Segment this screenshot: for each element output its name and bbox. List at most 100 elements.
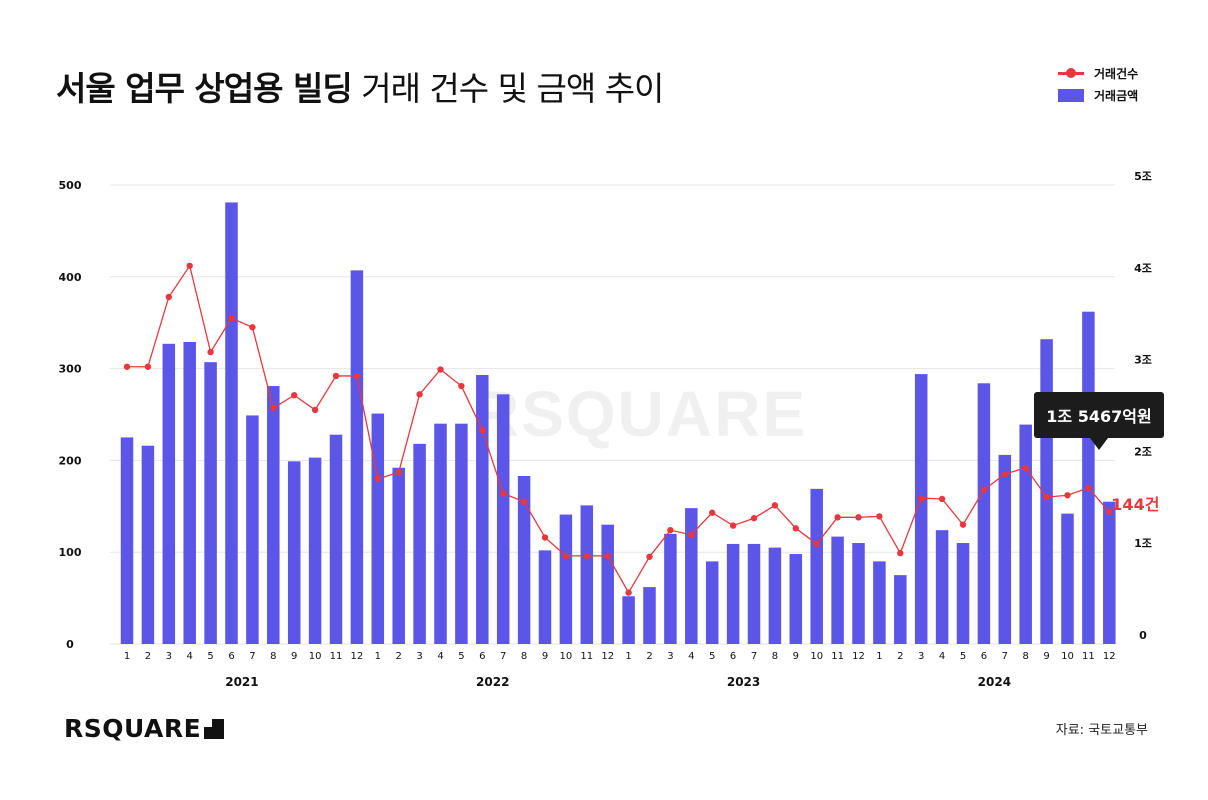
month-tick-label: 3	[918, 651, 924, 662]
line-point	[583, 552, 590, 560]
month-tick-label: 2	[145, 651, 151, 662]
line-point	[311, 406, 319, 414]
line-point	[1001, 470, 1008, 478]
year-label: 2022	[476, 675, 509, 689]
bar-mark	[204, 362, 217, 644]
bar-mark	[580, 505, 594, 644]
callout-pointer	[1090, 438, 1108, 450]
legend-bar-entry: 거래금액	[1058, 84, 1138, 106]
month-tick-label: 1	[625, 651, 631, 662]
month-tick-label: 4	[187, 651, 193, 662]
bar-mark	[517, 476, 531, 644]
line-point	[667, 526, 674, 534]
bar-mark	[935, 530, 949, 644]
bar-mark	[977, 383, 991, 644]
line-point	[1022, 464, 1029, 471]
month-tick-label: 2	[646, 651, 652, 662]
month-tick-label: 5	[709, 651, 715, 662]
line-point	[1085, 484, 1092, 492]
bar-mark	[914, 374, 928, 644]
bar-mark	[664, 533, 677, 644]
right-tick-label: 0	[1139, 629, 1147, 642]
legend-bar-label: 거래금액	[1094, 88, 1139, 103]
chart-title-bold: 서울 업무 상업용 빌딩	[56, 69, 353, 108]
line-point	[374, 475, 381, 482]
left-tick-label: 0	[66, 638, 74, 651]
month-tick-label: 10	[1061, 651, 1074, 662]
year-label: 2021	[225, 675, 258, 689]
bar-mark	[852, 543, 865, 644]
bar-mark	[413, 443, 426, 644]
line-point	[792, 525, 799, 532]
line-point	[353, 372, 361, 380]
month-tick-label: 3	[667, 651, 673, 662]
line-point	[123, 363, 131, 370]
month-tick-label: 6	[730, 651, 736, 662]
bar-mark	[601, 524, 614, 644]
bar-mark	[873, 561, 886, 644]
line-point	[980, 486, 988, 493]
right-tick-label: 5조	[1134, 170, 1152, 183]
line-point	[938, 495, 946, 503]
month-tick-label: 12	[601, 651, 614, 662]
left-tick-label: 400	[59, 271, 82, 284]
line-point	[207, 348, 214, 356]
month-tick-label: 9	[793, 651, 799, 662]
bar-mark	[559, 514, 573, 644]
watermark: RSQUARE	[473, 378, 805, 450]
right-tick-label: 2조	[1134, 445, 1152, 458]
bar-mark	[455, 423, 468, 644]
line-point	[332, 372, 340, 380]
line-point	[437, 366, 444, 373]
month-tick-label: 7	[751, 651, 757, 662]
line-point	[1043, 493, 1050, 501]
right-tick-label: 3조	[1134, 354, 1152, 367]
legend: 거래건수 거래금액	[1058, 62, 1138, 106]
month-tick-label: 1	[876, 651, 882, 662]
bar-mark	[1103, 501, 1116, 644]
brand-mark-icon	[204, 718, 225, 739]
line-point	[625, 589, 632, 596]
bar-mark	[685, 508, 698, 644]
bar-mark	[705, 561, 719, 644]
bar-mark	[789, 554, 803, 644]
month-tick-label: 5	[458, 651, 464, 662]
month-tick-label: 4	[437, 651, 443, 662]
bar-mark	[894, 575, 907, 644]
month-tick-label: 8	[772, 651, 778, 662]
line-point	[165, 293, 172, 301]
line-marker-icon	[1058, 66, 1084, 80]
month-tick-label: 8	[270, 651, 276, 662]
bar-swatch-icon	[1058, 88, 1084, 102]
month-tick-label: 7	[1002, 651, 1008, 662]
line-point	[144, 363, 152, 370]
month-tick-label: 11	[1082, 651, 1095, 662]
right-tick-label: 1조	[1134, 537, 1152, 550]
month-tick-label: 5	[960, 651, 966, 662]
month-tick-label: 12	[1103, 651, 1116, 662]
bar-mark	[1082, 311, 1095, 644]
month-tick-label: 7	[500, 651, 506, 662]
bar-mark	[246, 415, 259, 644]
month-tick-label: 4	[688, 651, 694, 662]
callout-text: 1조 5467억원	[1046, 407, 1151, 426]
bar-mark	[476, 375, 489, 644]
year-label: 2024	[978, 675, 1011, 689]
brand-logo: RSQUARE	[64, 714, 225, 743]
month-tick-label: 11	[831, 651, 844, 662]
bar-mark	[434, 423, 447, 644]
bar-mark	[392, 467, 405, 644]
month-tick-label: 10	[309, 651, 322, 662]
line-point	[541, 534, 549, 541]
line-point	[918, 494, 925, 502]
line-point	[855, 514, 862, 521]
bar-mark	[643, 587, 656, 644]
line-point	[458, 382, 465, 390]
line-series	[123, 262, 1113, 596]
callout-box	[1034, 392, 1164, 438]
month-tick-label: 11	[330, 651, 343, 662]
bar-mark	[1061, 513, 1074, 644]
line-point	[479, 426, 486, 434]
line-point	[500, 490, 507, 497]
